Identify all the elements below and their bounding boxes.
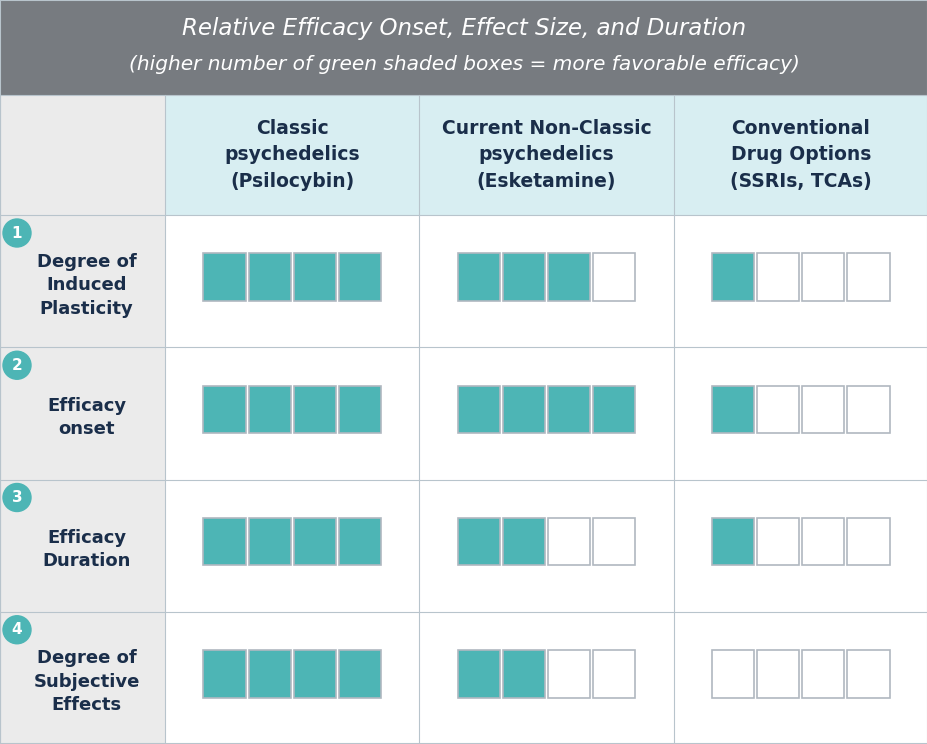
- Text: (higher number of green shaded boxes = more favorable efficacy): (higher number of green shaded boxes = m…: [129, 56, 798, 74]
- Bar: [165, 479, 419, 612]
- Bar: [502, 253, 544, 301]
- Bar: [802, 385, 844, 433]
- Circle shape: [3, 219, 31, 247]
- Text: Efficacy
onset: Efficacy onset: [47, 397, 126, 438]
- Bar: [203, 253, 246, 301]
- Text: Degree of
Subjective
Effects: Degree of Subjective Effects: [33, 650, 140, 714]
- Bar: [756, 385, 798, 433]
- Bar: [0, 215, 165, 347]
- Text: Efficacy
Duration: Efficacy Duration: [43, 529, 131, 571]
- Bar: [165, 347, 419, 479]
- Bar: [293, 253, 336, 301]
- Bar: [203, 650, 246, 698]
- Bar: [756, 518, 798, 565]
- Bar: [711, 650, 754, 698]
- Bar: [338, 650, 381, 698]
- Bar: [756, 253, 798, 301]
- Bar: [419, 347, 673, 479]
- Bar: [673, 95, 927, 215]
- Bar: [419, 215, 673, 347]
- Bar: [0, 612, 165, 744]
- Bar: [0, 347, 165, 479]
- Bar: [502, 385, 544, 433]
- Bar: [338, 385, 381, 433]
- Bar: [203, 518, 246, 565]
- Text: 2: 2: [12, 358, 22, 373]
- Text: Classic
psychedelics
(Psilocybin): Classic psychedelics (Psilocybin): [224, 119, 360, 191]
- Bar: [756, 650, 798, 698]
- Bar: [592, 253, 635, 301]
- Bar: [0, 95, 165, 215]
- Text: 3: 3: [12, 490, 22, 505]
- Bar: [673, 612, 927, 744]
- Bar: [338, 518, 381, 565]
- Bar: [419, 479, 673, 612]
- Bar: [548, 385, 590, 433]
- Bar: [165, 612, 419, 744]
- Bar: [846, 518, 889, 565]
- Bar: [293, 385, 336, 433]
- Bar: [548, 650, 590, 698]
- Bar: [548, 253, 590, 301]
- Bar: [457, 650, 500, 698]
- Bar: [711, 518, 754, 565]
- Bar: [592, 385, 635, 433]
- Bar: [293, 650, 336, 698]
- Circle shape: [3, 484, 31, 512]
- Bar: [592, 650, 635, 698]
- Bar: [548, 518, 590, 565]
- Bar: [502, 518, 544, 565]
- Bar: [293, 518, 336, 565]
- Bar: [502, 650, 544, 698]
- Bar: [248, 253, 290, 301]
- Bar: [457, 253, 500, 301]
- Text: Relative Efficacy Onset, Effect Size, and Duration: Relative Efficacy Onset, Effect Size, an…: [182, 16, 745, 39]
- Bar: [711, 385, 754, 433]
- Bar: [673, 215, 927, 347]
- Bar: [248, 385, 290, 433]
- Bar: [846, 253, 889, 301]
- Bar: [248, 518, 290, 565]
- Bar: [846, 650, 889, 698]
- Bar: [802, 253, 844, 301]
- Bar: [457, 385, 500, 433]
- Text: Current Non-Classic
psychedelics
(Esketamine): Current Non-Classic psychedelics (Esketa…: [441, 119, 651, 191]
- Bar: [0, 479, 165, 612]
- Text: Conventional
Drug Options
(SSRIs, TCAs): Conventional Drug Options (SSRIs, TCAs): [730, 119, 870, 191]
- Bar: [802, 650, 844, 698]
- Bar: [802, 518, 844, 565]
- Circle shape: [3, 351, 31, 379]
- Bar: [673, 479, 927, 612]
- Bar: [165, 215, 419, 347]
- Bar: [457, 518, 500, 565]
- Bar: [203, 385, 246, 433]
- Text: 4: 4: [12, 622, 22, 638]
- Bar: [165, 95, 419, 215]
- Bar: [419, 95, 673, 215]
- Bar: [248, 650, 290, 698]
- Text: Degree of
Induced
Plasticity: Degree of Induced Plasticity: [36, 252, 136, 318]
- Bar: [846, 385, 889, 433]
- Bar: [0, 0, 927, 95]
- Bar: [338, 253, 381, 301]
- Bar: [711, 253, 754, 301]
- Bar: [592, 518, 635, 565]
- Circle shape: [3, 616, 31, 644]
- Bar: [419, 612, 673, 744]
- Text: 1: 1: [12, 225, 22, 240]
- Bar: [673, 347, 927, 479]
